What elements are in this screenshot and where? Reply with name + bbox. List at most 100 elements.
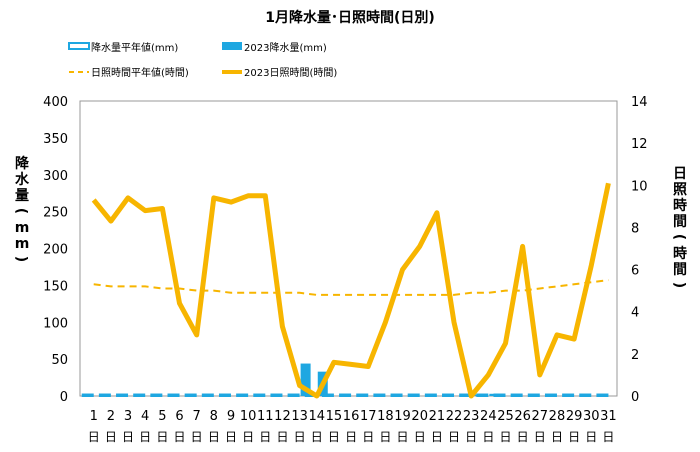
- y-left-tick-label: 50: [51, 353, 68, 368]
- x-tick-label: 1: [90, 409, 98, 424]
- x-tick-label: 15: [326, 409, 343, 424]
- x-tick-suffix: 日: [242, 430, 254, 444]
- legend-item-precip-2023: 2023降水量(mm): [222, 41, 327, 54]
- y-right-tick-label: 0: [631, 390, 639, 405]
- x-tick-suffix: 日: [174, 430, 186, 444]
- legend-label-precip-2023: 2023降水量(mm): [244, 41, 327, 54]
- bar-precip-normal: [116, 393, 129, 397]
- y-right-tick-label: 6: [631, 264, 639, 279]
- x-tick-label: 29: [566, 409, 583, 424]
- y-left-tick-label: 100: [43, 316, 68, 331]
- line-series: [91, 182, 611, 399]
- y-right-label-char: 間: [673, 214, 687, 230]
- legend: 降水量平年値(mm) 2023降水量(mm) 日照時間平年値(時間) 2023日…: [68, 41, 337, 79]
- x-tick-label: 2: [107, 409, 115, 424]
- legend-item-precip-normal: 降水量平年値(mm): [68, 41, 178, 54]
- legend-item-sunshine-2023: 2023日照時間(時間): [222, 67, 337, 79]
- x-tick-suffix: 日: [139, 430, 151, 444]
- y-left-tick-label: 200: [43, 243, 68, 258]
- x-tick-suffix: 日: [414, 430, 426, 444]
- bar-precip-normal: [98, 393, 111, 397]
- y-right-tick-label: 14: [631, 95, 648, 110]
- x-tick-suffix: 日: [208, 430, 220, 444]
- x-tick-suffix: 日: [276, 430, 288, 444]
- legend-label-sunshine-2023: 2023日照時間(時間): [244, 67, 337, 79]
- y-right-label-char: 時: [673, 245, 687, 262]
- y-right-label-char: 照: [673, 182, 687, 198]
- x-tick-suffix: 日: [311, 430, 323, 444]
- bar-precip-normal: [596, 393, 609, 397]
- bar-precip-2023: [472, 394, 483, 396]
- x-tick-label: 30: [583, 409, 600, 424]
- bar-precip-normal: [201, 393, 214, 397]
- x-tick-suffix: 日: [431, 430, 443, 444]
- legend-swatch-precip-2023: [222, 42, 242, 50]
- bar-precip-normal: [510, 393, 523, 397]
- y-axis-right-label: 日照時間 (時間): [671, 166, 687, 288]
- bar-precip-normal: [562, 393, 575, 397]
- x-tick-suffix: 日: [294, 430, 306, 444]
- x-tick-suffix: 日: [105, 430, 117, 444]
- y-right-tick-label: 12: [631, 137, 648, 152]
- bar-precip-normal: [270, 393, 283, 397]
- y-left-tick-label: 0: [60, 390, 68, 405]
- y-left-tick-label: 150: [43, 279, 68, 294]
- bar-precip-normal: [339, 393, 352, 397]
- bar-precip-normal: [287, 393, 300, 397]
- legend-swatch-precip-normal: [68, 42, 90, 50]
- y-right-label-char: ): [671, 282, 687, 288]
- x-tick-suffix: 日: [551, 430, 563, 444]
- x-tick-suffix: 日: [534, 430, 546, 444]
- y-left-label-char: 水: [15, 171, 30, 188]
- x-tick-label: 8: [210, 409, 218, 424]
- x-tick-label: 17: [360, 409, 377, 424]
- x-tick-suffix: 日: [345, 430, 357, 444]
- x-tick-label: 26: [514, 409, 531, 424]
- bar-precip-normal: [390, 393, 403, 397]
- x-tick-label: 11: [257, 409, 274, 424]
- y-right-tick-label: 4: [631, 306, 639, 321]
- x-tick-label: 13: [291, 409, 308, 424]
- x-tick-label: 21: [429, 409, 446, 424]
- x-tick-suffix: 日: [568, 430, 580, 444]
- y-left-tick-label: 250: [43, 206, 68, 221]
- x-tick-suffix: 日: [225, 430, 237, 444]
- x-tick-suffix: 日: [328, 430, 340, 444]
- chart-title: 1月降水量･日照時間(日別): [265, 9, 435, 26]
- x-tick-label: 22: [446, 409, 463, 424]
- x-tick-suffix: 日: [465, 430, 477, 444]
- legend-label-sunshine-normal: 日照時間平年値(時間): [91, 66, 189, 79]
- x-tick-suffix: 日: [259, 430, 271, 444]
- x-tick-suffix: 日: [122, 430, 134, 444]
- y-axis-left-label: 降水量 (mm): [13, 155, 30, 262]
- x-tick-suffix: 日: [448, 430, 460, 444]
- bar-precip-normal: [373, 393, 386, 397]
- y-right-tick-label: 10: [631, 179, 648, 194]
- x-tick-label: 25: [497, 409, 514, 424]
- bar-precip-normal: [133, 393, 146, 397]
- legend-label-precip-normal: 降水量平年値(mm): [91, 41, 178, 54]
- x-tick-suffix: 日: [585, 430, 597, 444]
- x-tick-label: 6: [175, 409, 183, 424]
- x-tick-suffix: 日: [156, 430, 168, 444]
- x-tick-label: 27: [532, 409, 549, 424]
- bar-precip-normal: [544, 393, 557, 397]
- bar-precip-normal: [253, 393, 266, 397]
- y-right-label-char: 間: [673, 262, 687, 278]
- x-tick-label: 31: [600, 409, 617, 424]
- x-tick-suffix: 日: [379, 430, 391, 444]
- bar-precip-2023: [300, 363, 311, 396]
- x-tick-label: 28: [549, 409, 566, 424]
- x-tick-label: 18: [377, 409, 394, 424]
- y-left-label-char: (: [13, 208, 29, 214]
- x-axis: 1日2日3日4日5日6日7日8日9日10日11日12日13日14日15日16日1…: [88, 409, 617, 444]
- bar-precip-normal: [218, 393, 231, 397]
- y-axis-left: 0 50 100 150 200 250 300 350 400: [43, 95, 68, 405]
- x-tick-suffix: 日: [88, 430, 100, 444]
- y-right-label-char: (: [671, 234, 687, 240]
- x-tick-label: 7: [193, 409, 201, 424]
- x-tick-suffix: 日: [362, 430, 374, 444]
- bar-precip-normal: [236, 393, 249, 397]
- y-right-tick-label: 2: [631, 348, 639, 363]
